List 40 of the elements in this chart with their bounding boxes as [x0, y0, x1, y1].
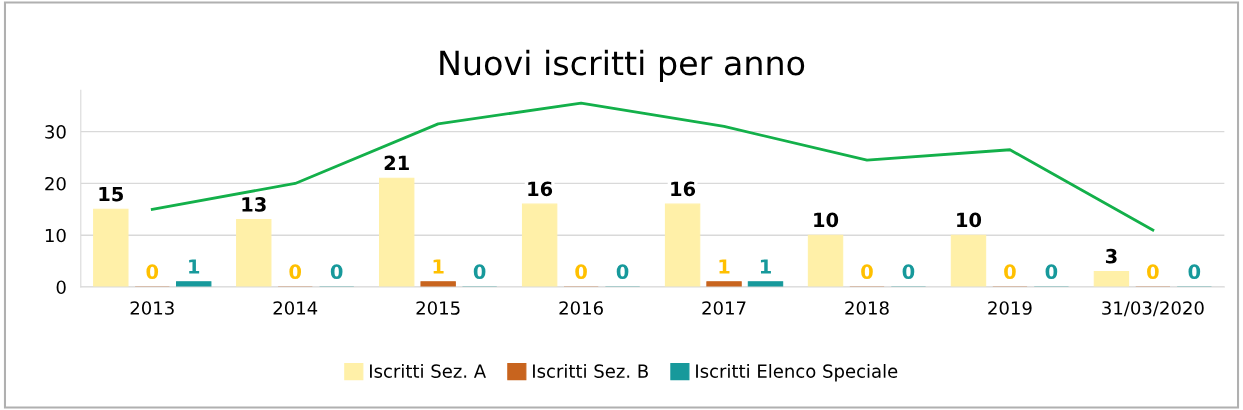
data-label: 0 — [1188, 264, 1201, 280]
data-label: 21 — [384, 155, 409, 171]
data-label: 0 — [1004, 264, 1016, 280]
data-label: 0 — [575, 264, 587, 280]
data-label: 0 — [861, 264, 873, 280]
y-tick-label: 20 — [45, 176, 66, 191]
data-label: 3 — [1105, 248, 1117, 264]
data-label: 0 — [1045, 264, 1058, 280]
x-tick-label: 2018 — [845, 301, 889, 315]
data-label: 0 — [1147, 264, 1159, 280]
data-label: 0 — [616, 264, 629, 280]
data-label: 1 — [719, 259, 730, 274]
data-label: 0 — [289, 264, 302, 280]
legend-label: Iscritti Elenco Speciale — [696, 363, 898, 382]
data-label: 0 — [146, 264, 159, 280]
x-tick-label: 2017 — [702, 301, 746, 315]
data-label: 16 — [671, 181, 696, 197]
y-tick-label: 0 — [56, 280, 66, 295]
data-label: 1 — [433, 259, 444, 274]
x-tick-label: 2015 — [416, 301, 460, 315]
x-tick-label: 2013 — [130, 301, 174, 315]
data-label: 0 — [330, 264, 343, 280]
data-label: 0 — [473, 264, 486, 280]
data-label: 1 — [760, 259, 771, 274]
y-tick-label: 30 — [45, 125, 66, 139]
chart-title: Nuovi iscritti per anno — [440, 49, 805, 82]
legend-label: Iscritti Sez. A — [370, 363, 486, 378]
x-tick-label: 31/03/2020 — [1102, 301, 1204, 317]
x-tick-label: 2014 — [273, 301, 318, 315]
y-tick-label: 10 — [45, 228, 66, 243]
legend-label: Iscritti Sez. B — [533, 363, 648, 378]
data-label: 10 — [957, 212, 982, 228]
data-label: 16 — [528, 181, 553, 197]
data-label: 1 — [189, 259, 200, 274]
data-label: 15 — [99, 186, 123, 202]
x-tick-label: 2019 — [988, 301, 1032, 315]
data-label: 0 — [902, 264, 915, 280]
data-label: 13 — [242, 197, 266, 212]
data-label: 10 — [814, 212, 839, 228]
x-tick-label: 2016 — [559, 301, 603, 315]
